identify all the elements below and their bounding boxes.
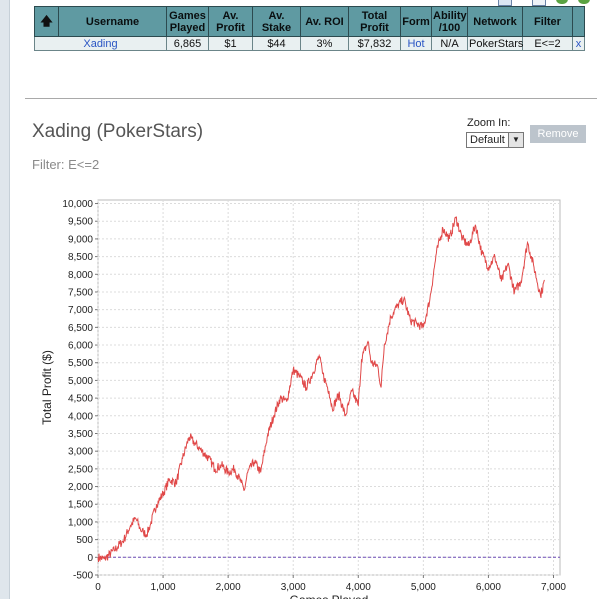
section-divider — [25, 98, 597, 99]
cell-av-profit: $1 — [208, 36, 253, 51]
header-filter[interactable]: Filter — [522, 6, 573, 37]
header-av-profit[interactable]: Av. Profit — [208, 6, 253, 37]
y-tick-label: 4,500 — [68, 394, 93, 405]
chevron-down-icon[interactable]: ▼ — [508, 133, 523, 147]
cell-games-played: 6,865 — [166, 36, 209, 51]
y-tick-label: 3,000 — [68, 447, 93, 458]
filter-label: Filter: E<=2 — [32, 157, 100, 172]
table-row: Xading 6,865 $1 $44 3% $7,832 Hot N/A Po… — [34, 36, 585, 51]
x-tick-label: 1,000 — [151, 582, 176, 593]
y-axis-label: Total Profit ($) — [40, 350, 54, 425]
y-tick-label: 2,500 — [68, 464, 93, 475]
y-tick-label: 9,000 — [68, 234, 93, 245]
remove-row-link[interactable]: x — [572, 36, 585, 51]
header-ability[interactable]: Ability /100 — [431, 6, 468, 37]
header-av-roi[interactable]: Av. ROI — [300, 6, 349, 37]
header-username[interactable]: Username — [58, 6, 167, 37]
header-games-played[interactable]: Games Played — [166, 6, 209, 37]
y-tick-label: 8,500 — [68, 252, 93, 263]
cell-network: PokerStars — [467, 36, 524, 51]
y-tick-label: 5,500 — [68, 358, 93, 369]
refresh-all-icon[interactable] — [578, 0, 590, 4]
y-tick-label: 6,500 — [68, 323, 93, 334]
y-tick-label: 0 — [87, 553, 93, 564]
toolbar-icons — [498, 0, 608, 6]
header-remove — [572, 6, 585, 37]
y-tick-label: 7,500 — [68, 287, 93, 298]
x-tick-label: 5,000 — [411, 582, 436, 593]
cell-username-link[interactable]: Xading — [34, 36, 167, 51]
table-header-row: 🡅 Username Games Played Av. Profit Av. S… — [34, 6, 585, 37]
left-scroll-strip — [0, 0, 10, 599]
x-tick-label: 6,000 — [476, 582, 501, 593]
x-tick-label: 4,000 — [346, 582, 371, 593]
y-tick-label: -500 — [73, 571, 93, 582]
x-axis-label: Games Played — [290, 593, 369, 599]
cell-filter: E<=2 — [522, 36, 573, 51]
zoom-label: Zoom In: — [467, 117, 511, 129]
export-icon[interactable] — [498, 0, 512, 6]
player-stats-table: 🡅 Username Games Played Av. Profit Av. S… — [34, 6, 585, 51]
cell-total-profit: $7,832 — [348, 36, 401, 51]
cell-ability: N/A — [431, 36, 468, 51]
zoom-dropdown[interactable]: Default ▼ — [466, 132, 524, 148]
remove-button[interactable]: Remove — [530, 125, 586, 143]
header-network[interactable]: Network — [467, 6, 523, 37]
print-icon[interactable] — [532, 0, 546, 6]
y-tick-label: 1,500 — [68, 500, 93, 511]
y-tick-label: 500 — [76, 535, 93, 546]
y-tick-label: 5,000 — [68, 376, 93, 387]
y-tick-label: 8,000 — [68, 270, 93, 281]
refresh-icon[interactable] — [556, 0, 568, 4]
sort-up-arrow-icon: 🡅 — [40, 14, 53, 28]
header-form[interactable]: Form — [400, 6, 432, 37]
y-tick-label: 7,000 — [68, 305, 93, 316]
header-total-profit[interactable]: Total Profit — [348, 6, 401, 37]
x-tick-label: 7,000 — [541, 582, 566, 593]
cell-av-stake: $44 — [252, 36, 301, 51]
x-tick-label: 3,000 — [281, 582, 306, 593]
y-tick-label: 1,000 — [68, 517, 93, 528]
x-tick-label: 0 — [95, 582, 101, 593]
y-tick-label: 9,500 — [68, 217, 93, 228]
y-tick-label: 2,000 — [68, 482, 93, 493]
y-tick-label: 4,000 — [68, 411, 93, 422]
zoom-selected-value: Default — [470, 134, 505, 146]
profit-series-line — [97, 216, 545, 563]
page-title: Xading (PokerStars) — [32, 121, 204, 142]
y-tick-label: 10,000 — [62, 199, 93, 210]
y-tick-label: 3,500 — [68, 429, 93, 440]
sort-column-header[interactable]: 🡅 — [34, 6, 59, 37]
plot-area — [97, 199, 561, 576]
y-tick-label: 6,000 — [68, 341, 93, 352]
x-tick-label: 2,000 — [216, 582, 241, 593]
cell-form-link[interactable]: Hot — [400, 36, 432, 51]
